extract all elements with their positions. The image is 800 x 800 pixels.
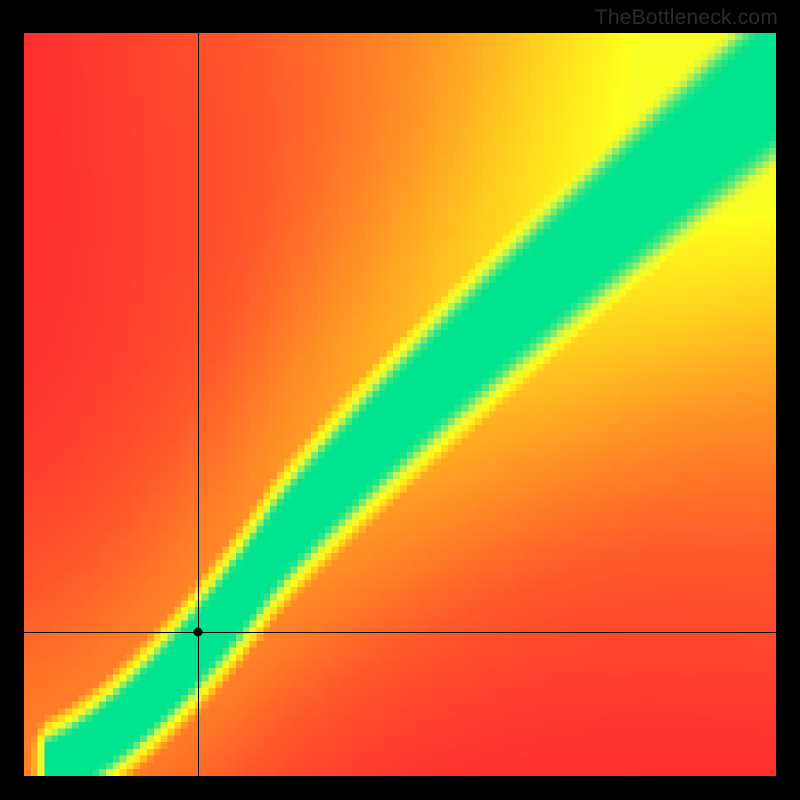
- crosshair-marker: [194, 627, 203, 636]
- crosshair-vertical: [198, 33, 199, 776]
- heatmap-canvas: [24, 33, 776, 776]
- crosshair-horizontal: [24, 632, 776, 633]
- heatmap-area: [24, 33, 776, 776]
- watermark-text: TheBottleneck.com: [595, 6, 778, 30]
